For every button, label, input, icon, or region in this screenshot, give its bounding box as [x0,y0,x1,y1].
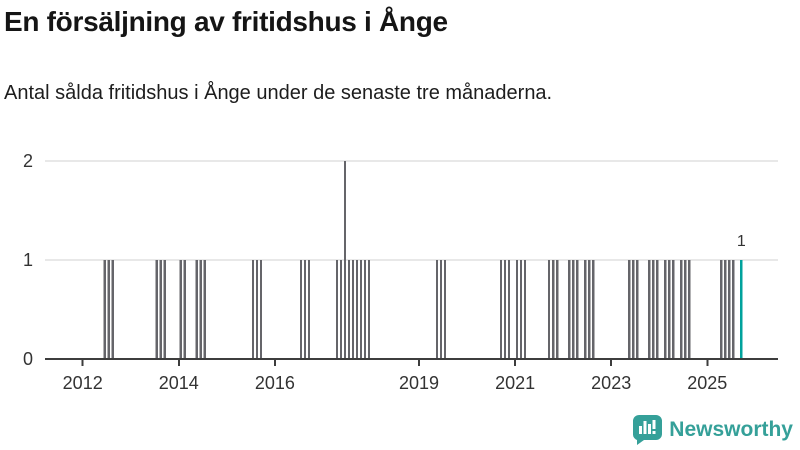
x-axis-label-2023: 2023 [591,373,631,393]
bar-2017-05 [339,260,343,359]
y-axis-label-2: 2 [23,151,33,171]
bar-2017-07 [347,260,351,359]
bar-2014-06 [199,260,202,359]
newsworthy-chart-speech-bubble-icon [633,415,663,445]
newsworthy-wordmark: Newsworthy [669,418,793,441]
y-axis-label-0: 0 [23,349,33,369]
bar-highlight-2025-09 [740,260,743,359]
bar-2019-05 [435,260,439,359]
chart-title: En försäljning av fritidshus i Ånge [4,6,448,37]
x-axis-label-2021: 2021 [495,373,535,393]
bar-2022-08 [592,260,595,359]
bar-2016-09 [307,260,311,359]
bar-2022-07 [588,260,591,359]
bar-2013-07 [155,260,158,359]
bar-2015-07 [251,260,254,359]
bar-2014-07 [203,260,206,359]
bar-2022-03 [572,260,575,359]
bar-2022-06 [584,260,587,359]
latest-value-annotation: 1 [737,233,746,250]
bar-2020-09 [500,260,503,359]
y-axis-label-1: 1 [23,250,33,270]
bar-2021-03 [524,260,527,359]
newsworthy-logo: Newsworthy [633,415,793,445]
bar-2021-02 [520,260,523,359]
bar-2015-09 [259,260,262,359]
chart-subtitle: Antal sålda fritidshus i Ånge under de s… [4,82,553,104]
bar-2019-06 [439,260,443,359]
bar-2012-06 [103,260,106,359]
bar-2021-01 [516,260,519,359]
x-axis-label-2019: 2019 [399,373,439,393]
bar-2012-07 [107,260,110,359]
x-axis-label-2012: 2012 [63,373,103,393]
bar-2021-09 [548,260,551,359]
bar-2019-07 [443,260,447,359]
bar-2014-01 [179,260,182,359]
bar-2012-08 [111,260,114,359]
bar-2025-07 [732,260,735,359]
bar-2017-08 [351,260,355,359]
x-axis-label-2016: 2016 [255,373,295,393]
bar-2016-08 [303,260,307,359]
bar-2024-03 [668,260,671,359]
bar-2017-06 [343,161,347,359]
bar-2017-12 [367,260,371,359]
bar-2023-12 [656,260,659,359]
bar-2023-06 [632,260,635,359]
bar-2021-10 [552,260,555,359]
bar-2022-04 [576,260,579,359]
bar-2024-02 [664,260,667,359]
bar-2015-08 [255,260,258,359]
bar-2016-07 [299,260,303,359]
bar-2022-02 [568,260,571,359]
bar-2024-07 [684,260,687,359]
x-axis-label-2014: 2014 [159,373,199,393]
bar-2025-04 [720,260,723,359]
bar-2025-06 [728,260,731,359]
bar-2023-10 [648,260,651,359]
bar-2024-06 [680,260,683,359]
x-axis-label-2025: 2025 [687,373,727,393]
bar-2013-08 [159,260,162,359]
bar-2024-04 [672,260,675,359]
bar-2020-10 [504,260,507,359]
bar-2020-11 [508,260,511,359]
bar-2024-08 [688,260,691,359]
bar-2023-07 [636,260,639,359]
bar-2017-09 [355,260,359,359]
bar-2013-09 [163,260,166,359]
bar-2014-05 [195,260,198,359]
bar-2017-04 [335,260,339,359]
bar-2023-11 [652,260,655,359]
bar-2021-11 [556,260,559,359]
bar-2014-02 [183,260,186,359]
bar-2017-10 [359,260,363,359]
bar-2025-05 [724,260,727,359]
bar-2023-05 [628,260,631,359]
bar-2017-11 [363,260,367,359]
